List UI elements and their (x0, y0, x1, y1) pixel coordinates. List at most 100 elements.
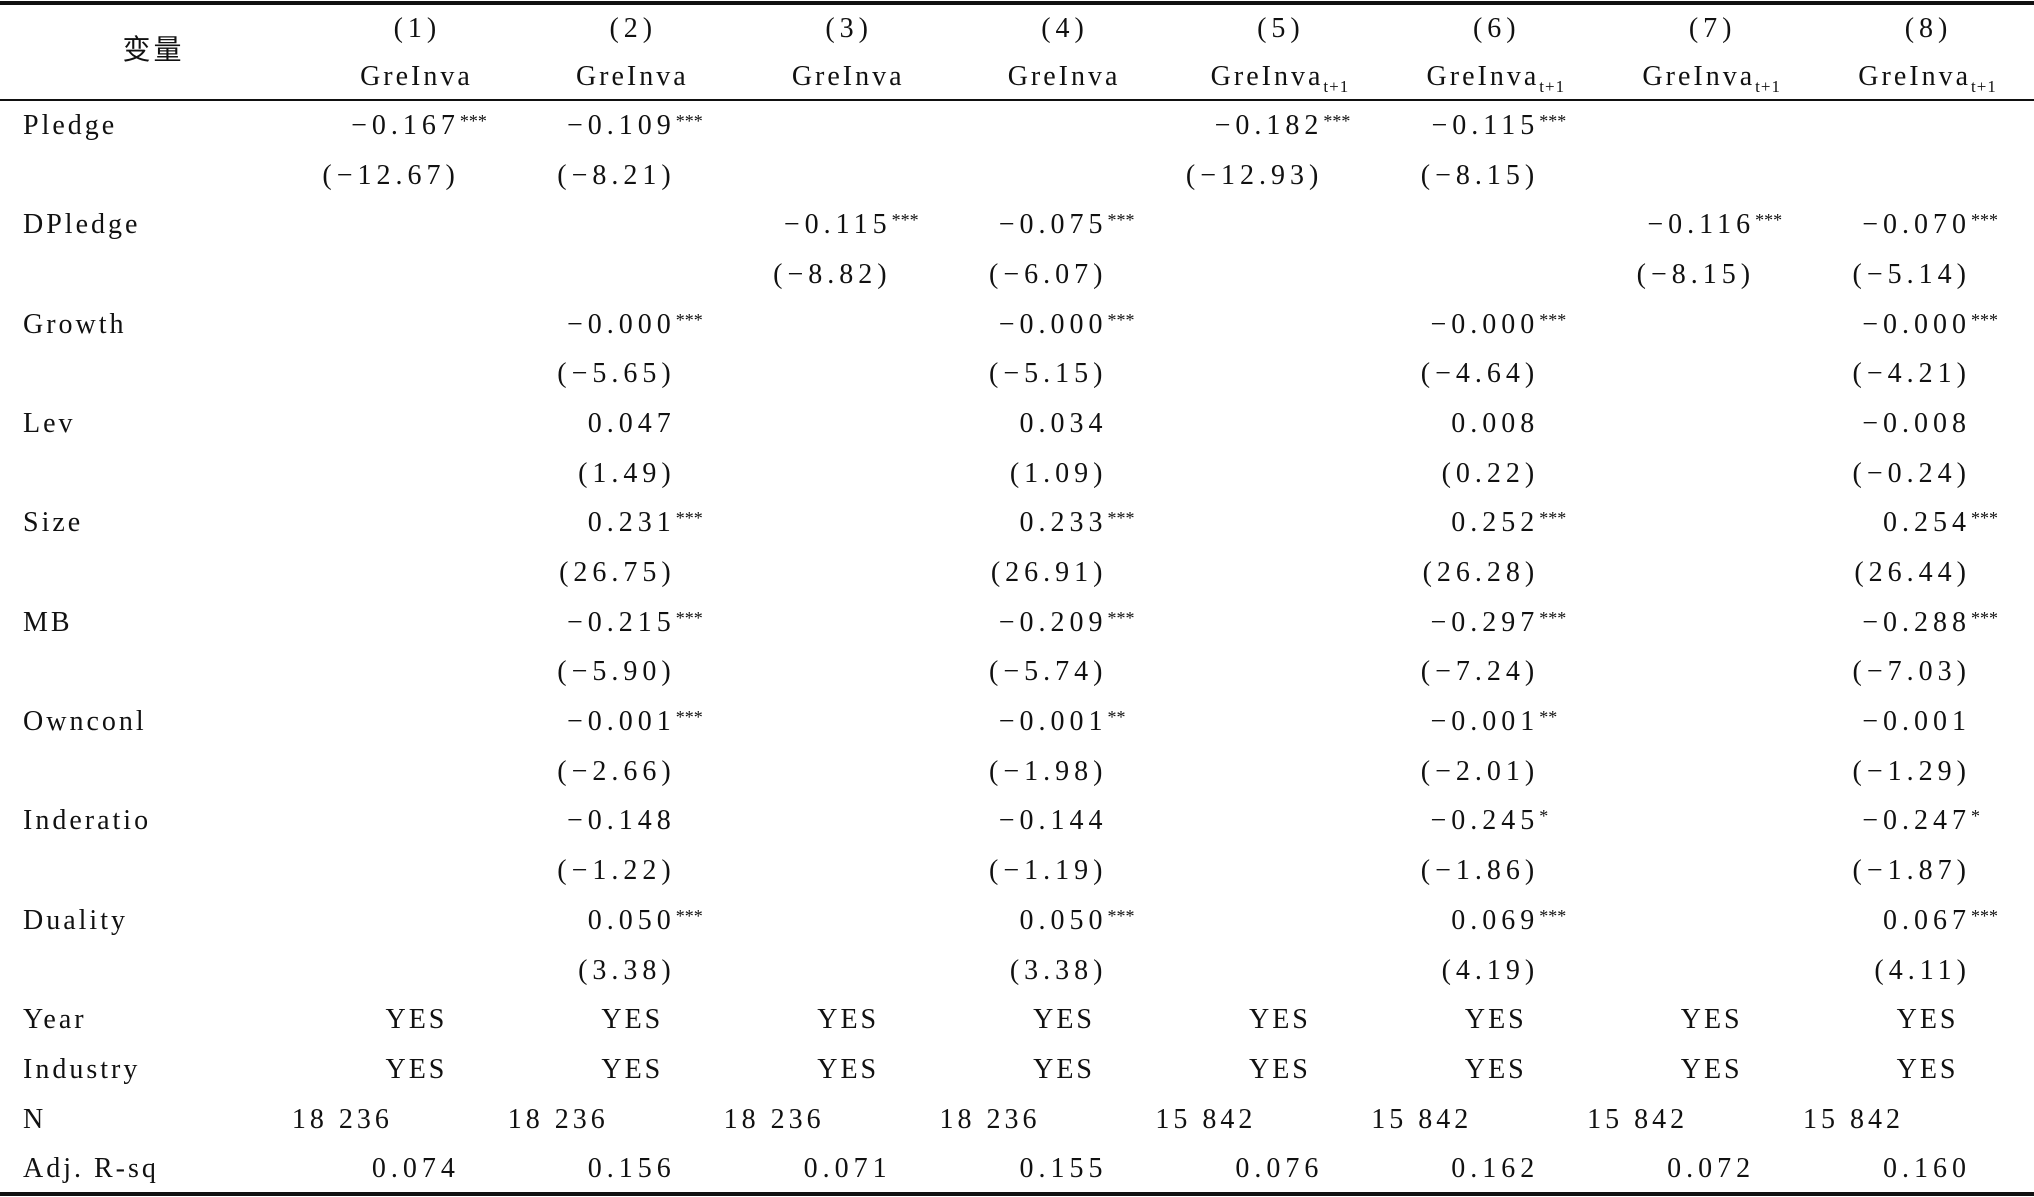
significance-stars: * (1539, 806, 1549, 827)
coefficient-with-stars: 0.252 *** (1451, 507, 1566, 539)
t-statistic-row: (1.49) (1.09) (0.22) (−0.24) (0, 449, 2034, 499)
column-number: (1) (393, 13, 442, 44)
column-number: (6) (1472, 13, 1521, 44)
adj-r-squared-value: 0.072 (1667, 1153, 1756, 1185)
row-label: Year (23, 1004, 87, 1036)
coefficient-with-stars: −0.001 ** (999, 706, 1126, 738)
fixed-effect-indicator: YES (817, 1053, 880, 1085)
coefficient-cell: 0.233 *** (955, 507, 1171, 539)
t-statistic-row: (−5.90) (−5.74) (−7.24) (−7.03) (0, 648, 2034, 698)
t-statistic-row: (3.38) (3.38) (4.19) (4.11) (0, 946, 2034, 996)
significance-stars: *** (1539, 607, 1567, 628)
t-statistic-cell: (−8.15) (1636, 258, 1756, 290)
dependent-variable-header: GreInvat+1 (1171, 53, 1387, 101)
coefficient-value: −0.070 (1862, 209, 1971, 241)
coefficient-cell: 0.050 *** (955, 905, 1171, 937)
fixed-effect-indicator: YES (1896, 1053, 1959, 1085)
t-statistic-cell: (−5.15) (989, 358, 1108, 390)
variable-label: Pledge (23, 109, 118, 141)
coefficient-with-stars: −0.245 * (1430, 805, 1548, 837)
coefficient-cell: −0.148 (523, 805, 739, 837)
fixed-effect-indicator: YES (385, 1053, 448, 1085)
variable-column-header: 变量 (122, 35, 185, 66)
observation-count: 18 236 (291, 1103, 393, 1135)
observation-count: 15 842 (1155, 1103, 1257, 1135)
coefficient-cell: −0.247 * (1818, 805, 2034, 837)
column-number: (4) (1041, 13, 1089, 44)
adj-r-squared-value: 0.076 (1235, 1153, 1324, 1185)
t-statistic-cell: (4.11) (1874, 954, 1971, 986)
significance-stars: *** (675, 707, 703, 728)
coefficient-cell: −0.115 *** (739, 209, 955, 241)
significance-stars: *** (1971, 210, 1998, 231)
coefficient-cell: −0.109 *** (523, 110, 739, 142)
fixed-effect-indicator: YES (601, 1004, 664, 1036)
column-number: (5) (1257, 13, 1305, 44)
coefficient-with-stars: −0.148 (567, 805, 676, 837)
coefficient-cell: −0.215 *** (523, 607, 739, 639)
t-statistic-row: (−8.82) (−6.07) (−8.15) (−5.14) (0, 250, 2034, 300)
variable-label: Inderatio (23, 805, 152, 837)
coefficient-value: −0.288 (1862, 606, 1971, 638)
variable-label: Lev (23, 407, 76, 439)
coefficient-value: −0.000 (1862, 308, 1971, 340)
significance-stars: *** (675, 607, 703, 628)
significance-stars: *** (1107, 607, 1135, 628)
t-statistic-cell: (26.28) (1422, 557, 1540, 589)
t-statistic-cell: (26.91) (990, 557, 1108, 589)
dependent-variable-header: GreInva (307, 53, 523, 101)
coefficient-with-stars: −0.001 *** (567, 706, 703, 738)
coefficient-with-stars: 0.067 *** (1883, 905, 1998, 937)
significance-stars: ** (1107, 707, 1126, 728)
dependent-variable-name: GreInva (1210, 60, 1324, 92)
significance-stars: *** (1323, 110, 1351, 131)
coefficient-value: −0.008 (1862, 407, 1971, 439)
header-rule (0, 99, 2034, 101)
table-body: Pledge −0.167 *** −0.109 *** −0.182 *** −0.115 *… (0, 101, 2034, 1194)
variable-label: Ownconl (23, 706, 147, 738)
significance-stars: *** (459, 110, 487, 131)
coefficient-cell: −0.000 *** (955, 309, 1171, 341)
fixed-effect-indicator: YES (1033, 1053, 1096, 1085)
significance-stars: *** (1755, 210, 1783, 231)
coefficient-with-stars: 0.254 *** (1883, 507, 1998, 539)
significance-stars: *** (675, 309, 703, 330)
t-statistic-row: (−5.65) (−5.15) (−4.64) (−4.21) (0, 349, 2034, 399)
coefficient-with-stars: 0.008 (1451, 408, 1539, 440)
coefficient-with-stars: −0.000 *** (1430, 309, 1566, 341)
t-statistic-cell: (−1.98) (989, 755, 1108, 787)
dependent-variable-name: GreInva (575, 60, 689, 92)
coefficient-cell: −0.297 *** (1386, 607, 1602, 639)
coefficient-value: −0.109 (566, 109, 676, 141)
coefficient-value: −0.167 (351, 109, 460, 141)
coefficient-cell: 0.034 (955, 408, 1171, 440)
coefficient-with-stars: −0.000 *** (999, 309, 1135, 341)
observations-row: N 18 236 18 236 18 236 18 236 15 842 15 842 15 … (0, 1095, 2034, 1145)
coefficient-with-stars: −0.116 *** (1647, 209, 1782, 241)
coefficient-with-stars: −0.008 (1862, 408, 1971, 440)
coefficient-value: −0.144 (998, 805, 1108, 837)
fixed-effect-row: Year YES YES YES YES YES YES YES YES (0, 995, 2034, 1045)
coefficient-cell: −0.245 * (1386, 805, 1602, 837)
coefficient-with-stars: −0.001 (1862, 706, 1971, 738)
t-statistic-cell: (−5.14) (1852, 258, 1971, 290)
variable-label: MB (23, 606, 73, 638)
column-number: (2) (609, 13, 658, 44)
t-statistic-cell: (0.22) (1441, 457, 1540, 489)
significance-stars: *** (1107, 309, 1135, 330)
coefficient-with-stars: −0.182 *** (1215, 110, 1351, 142)
column-number: (7) (1688, 13, 1737, 44)
t-statistic-cell: (−4.64) (1420, 358, 1540, 390)
significance-stars: *** (675, 905, 703, 926)
coefficient-cell: 0.252 *** (1386, 507, 1602, 539)
coefficient-value: −0.245 (1430, 805, 1540, 837)
t-statistic-cell: (−1.22) (557, 855, 676, 887)
adj-r-squared-value: 0.074 (371, 1153, 460, 1185)
variable-label: Growth (23, 308, 127, 340)
t-statistic-cell: (−8.15) (1420, 159, 1540, 191)
coefficient-value: 0.252 (1451, 507, 1540, 539)
observation-count: 15 842 (1371, 1103, 1473, 1135)
coefficient-value: −0.297 (1430, 606, 1540, 638)
fixed-effect-indicator: YES (1033, 1004, 1096, 1036)
coefficient-value: −0.001 (1862, 706, 1971, 738)
